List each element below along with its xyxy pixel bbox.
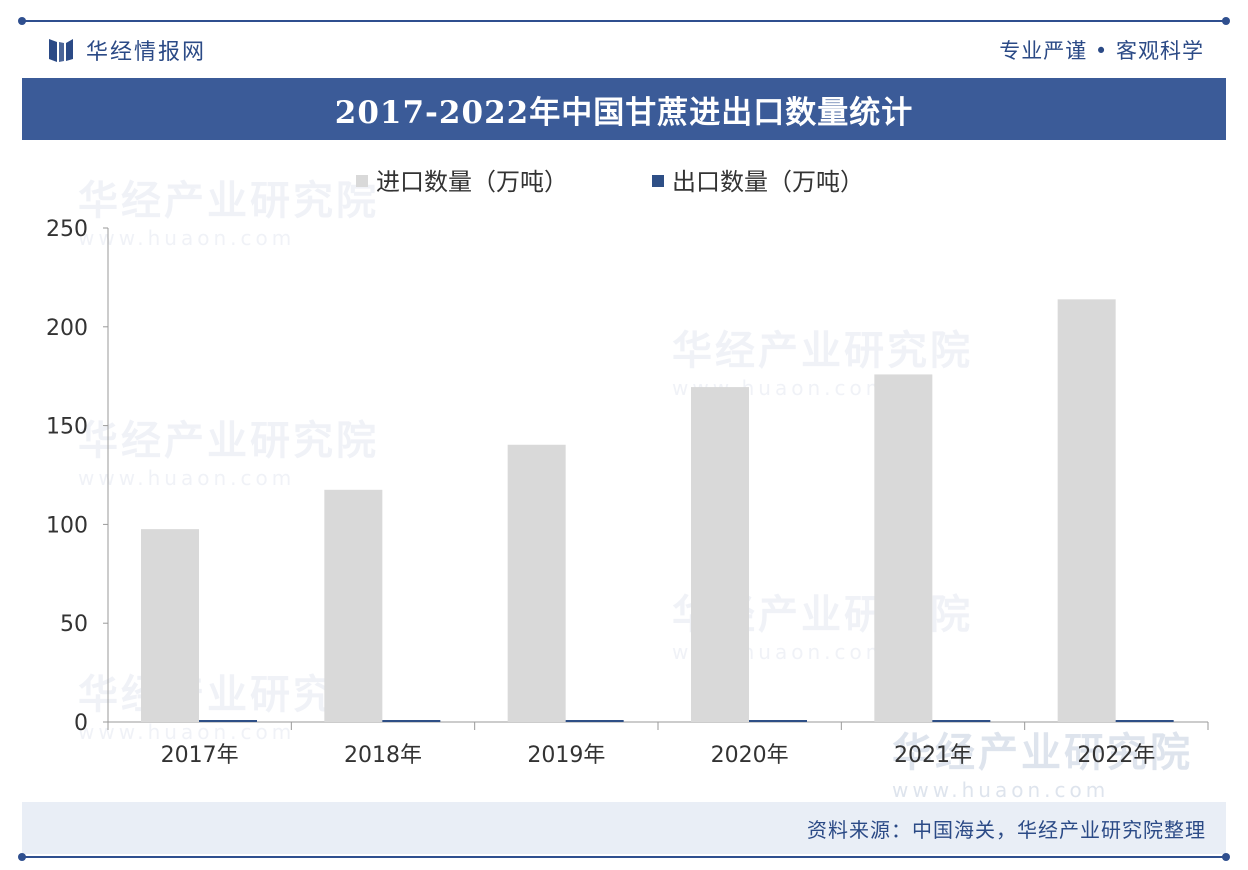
import-bar xyxy=(324,489,383,722)
export-bar xyxy=(1115,720,1174,722)
y-tick-label: 100 xyxy=(46,513,88,538)
x-tick-label: 2021年 xyxy=(894,743,972,768)
slogan: 专业严谨 • 客观科学 xyxy=(999,39,1204,63)
y-tick-label: 150 xyxy=(46,415,88,440)
x-tick-label: 2017年 xyxy=(161,743,239,768)
brand-logo-icon xyxy=(49,39,73,62)
y-tick-label: 0 xyxy=(74,711,88,736)
x-tick-label: 2022年 xyxy=(1077,743,1155,768)
title-bar: 2017-2022年中国甘蔗进出口数量统计 xyxy=(22,78,1226,140)
bar-chart: 进口数量（万吨） 出口数量（万吨） 0 50 100 150 200 250 2017年 2018… xyxy=(46,168,1209,768)
legend-swatch xyxy=(652,175,664,187)
top-rule xyxy=(18,17,1230,25)
export-bar xyxy=(565,720,624,722)
brand: 华经情报网 xyxy=(46,34,206,66)
chart-area: 进口数量（万吨） 出口数量（万吨） 0 50 100 150 200 250 2017年 2018… xyxy=(0,140,1248,800)
import-bar xyxy=(691,387,749,722)
export-bar xyxy=(749,720,807,722)
legend-swatch xyxy=(356,175,368,187)
footer: 资料来源：中国海关，华经产业研究院整理 xyxy=(22,802,1226,854)
import-bar xyxy=(507,444,566,722)
legend-label: 进口数量（万吨） xyxy=(376,168,568,196)
export-bar xyxy=(199,720,257,722)
x-tick-label: 2019年 xyxy=(527,743,605,768)
import-bar xyxy=(1057,299,1116,722)
bottom-rule xyxy=(18,853,1230,861)
export-bar xyxy=(932,720,991,722)
x-tick-label: 2020年 xyxy=(711,743,789,768)
x-tick-label: 2018年 xyxy=(344,743,422,768)
legend-label: 出口数量（万吨） xyxy=(672,168,864,196)
import-bar xyxy=(874,374,933,722)
export-bar xyxy=(382,720,441,722)
data-source: 资料来源：中国海关，华经产业研究院整理 xyxy=(807,817,1206,842)
header: 华经情报网 专业严谨 • 客观科学 xyxy=(22,24,1226,76)
y-tick-label: 200 xyxy=(46,316,88,341)
y-tick-label: 250 xyxy=(46,217,88,242)
y-tick-label: 50 xyxy=(60,612,88,637)
brand-name: 华经情报网 xyxy=(86,40,207,65)
import-bar xyxy=(141,529,199,722)
chart-title: 2017-2022年中国甘蔗进出口数量统计 xyxy=(334,94,914,131)
